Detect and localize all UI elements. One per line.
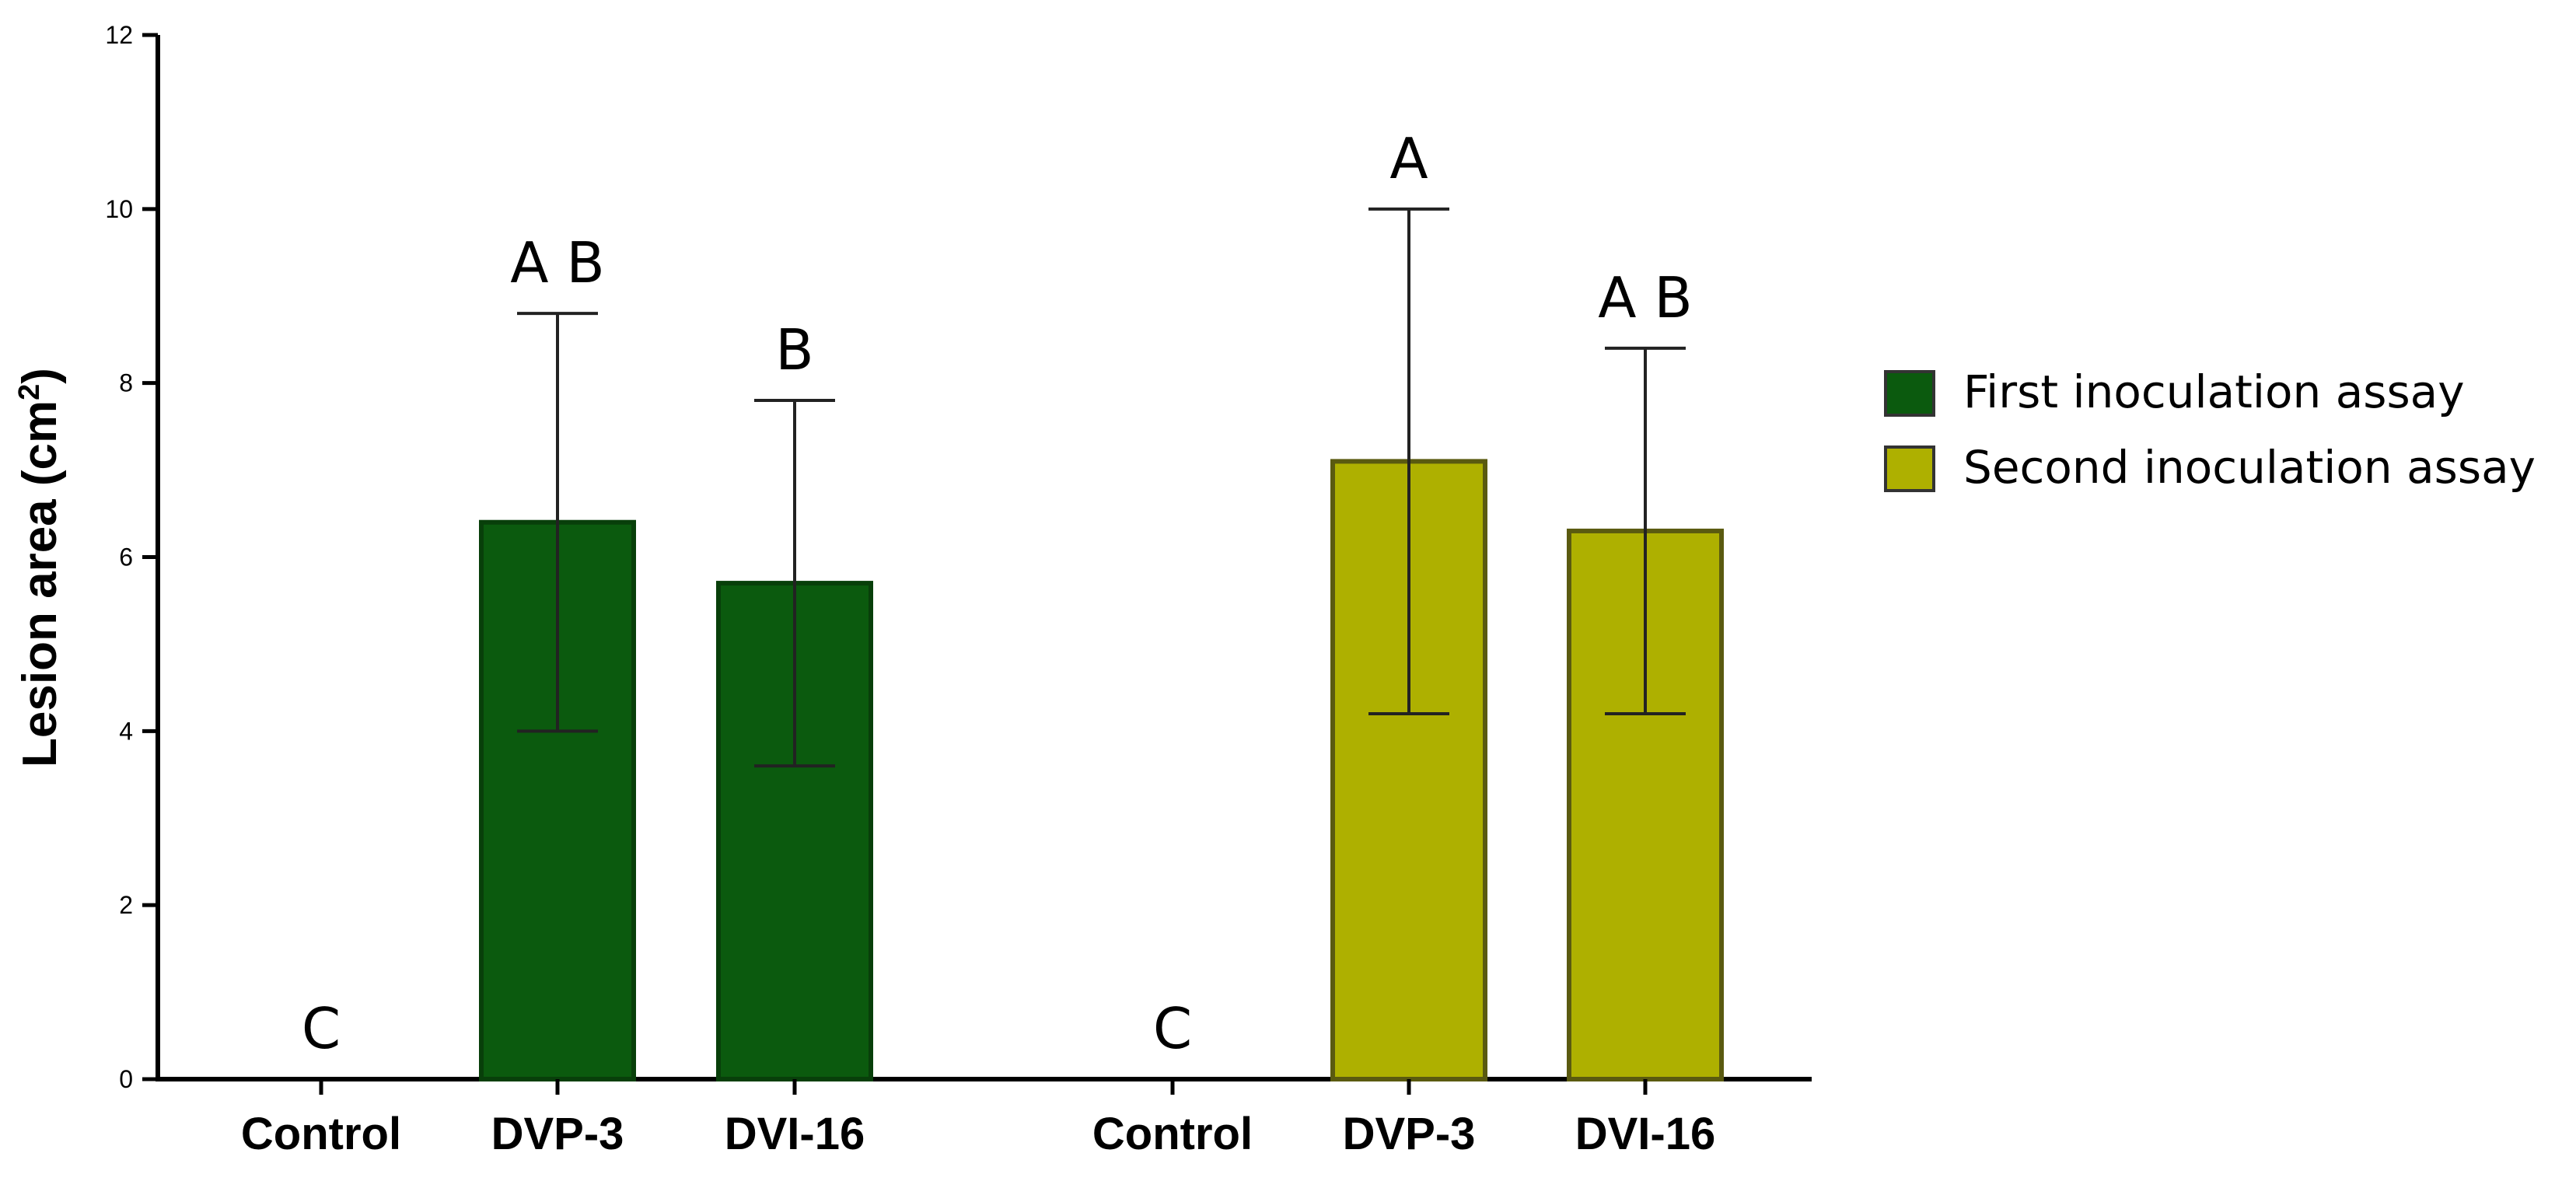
y-axis-title: Lesion area (cm2) <box>13 368 67 767</box>
y-tick-label: 2 <box>119 891 133 919</box>
significance-letter: C <box>1153 996 1192 1061</box>
y-tick-label: 6 <box>119 543 133 571</box>
y-tick-label: 8 <box>119 369 133 397</box>
category-label: DVP-3 <box>1343 1109 1476 1159</box>
significance-letter: C <box>302 996 341 1061</box>
legend-swatch <box>1884 446 1935 492</box>
significance-letter: A B <box>1598 265 1693 330</box>
category-label: Control <box>241 1109 401 1159</box>
category-label: DVI-16 <box>1575 1109 1716 1159</box>
category-label: Control <box>1092 1109 1253 1159</box>
category-label: DVP-3 <box>491 1109 624 1159</box>
error-bars <box>517 207 1686 768</box>
significance-letters: C A B B C A A B <box>302 126 1693 1061</box>
legend: First inoculation assay Second inoculatio… <box>1884 365 2536 494</box>
legend-swatch <box>1884 370 1935 417</box>
significance-letter: B <box>775 317 813 383</box>
category-labels: Control DVP-3 DVI-16 Control DVP-3 DVI-16 <box>241 1079 1715 1159</box>
category-label: DVI-16 <box>725 1109 865 1159</box>
y-tick-label: 12 <box>105 21 133 49</box>
legend-label: Second inoculation assay <box>1963 441 2536 494</box>
legend-label: First inoculation assay <box>1963 365 2465 418</box>
significance-letter: A B <box>510 230 605 295</box>
y-tick-label: 10 <box>105 195 133 223</box>
axes: 0 2 4 6 8 10 12 <box>105 21 1812 1093</box>
significance-letter: A <box>1389 126 1428 191</box>
y-tick-label: 4 <box>119 717 133 745</box>
y-tick-label: 0 <box>119 1065 133 1093</box>
bars <box>479 459 1724 1081</box>
